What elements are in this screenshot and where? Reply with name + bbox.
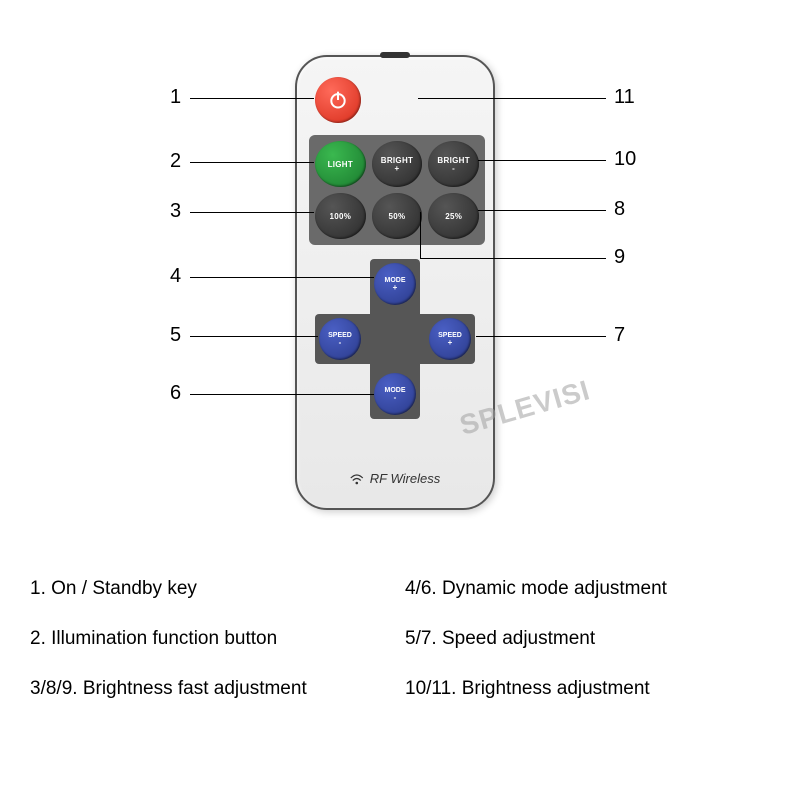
power-button [315,77,361,123]
speed-minus-button: SPEED - [319,318,361,360]
pct100-button: 100% [315,193,366,239]
line-4 [190,277,374,278]
wifi-icon [350,473,364,485]
remote-body: LIGHT BRIGHT + BRIGHT - 100% 50% 25% [295,55,495,510]
dpad: MODE + MODE - SPEED - SPEED + [315,259,475,419]
line-6 [190,394,374,395]
legend-item: 2. Illumination function button [30,628,395,650]
callout-8: 8 [614,198,625,221]
legend-item: 3/8/9. Brightness fast adjustment [30,678,395,700]
line-8 [478,210,606,211]
callout-7: 7 [614,324,625,347]
speed-plus-sub: + [448,339,453,347]
line-3 [190,212,314,213]
callout-4: 4 [170,265,181,288]
line-7 [476,336,606,337]
pct25-button: 25% [428,193,479,239]
pct50-label: 50% [389,212,406,221]
mode-minus-button: MODE - [374,373,416,415]
legend-item: 10/11. Brightness adjustment [405,678,770,700]
speed-minus-sub: - [339,339,342,347]
bright-minus-button: BRIGHT - [428,141,479,187]
callout-2: 2 [170,150,181,173]
legend-item: 1. On / Standby key [30,578,395,600]
callout-9: 9 [614,246,625,269]
callout-1: 1 [170,86,181,109]
callout-11: 11 [614,86,635,109]
bright-minus-sub: - [452,165,455,173]
pct25-label: 25% [445,212,462,221]
rf-wireless-label: RF Wireless [350,471,440,486]
light-button: LIGHT [315,141,366,187]
line-1 [190,98,314,99]
grid-panel: LIGHT BRIGHT + BRIGHT - 100% 50% 25% [309,135,485,245]
line-5 [190,336,318,337]
callout-6: 6 [170,382,181,405]
rf-text: RF Wireless [370,471,440,486]
light-label: LIGHT [328,160,354,169]
pct100-label: 100% [329,212,351,221]
power-icon [328,90,348,110]
mode-plus-button: MODE + [374,263,416,305]
bright-plus-button: BRIGHT + [372,141,423,187]
mode-plus-sub: + [393,284,398,292]
mode-minus-sub: - [394,394,397,402]
line-11 [418,98,606,99]
legend-item: 4/6. Dynamic mode adjustment [405,578,770,600]
line-2 [190,162,314,163]
callout-5: 5 [170,324,181,347]
speed-plus-button: SPEED + [429,318,471,360]
legend-item: 5/7. Speed adjustment [405,628,770,650]
callout-10: 10 [614,148,636,171]
bright-plus-sub: + [395,165,400,173]
diagram-area: LIGHT BRIGHT + BRIGHT - 100% 50% 25% [0,0,800,560]
pct50-button: 50% [372,193,423,239]
legend: 1. On / Standby key 4/6. Dynamic mode ad… [30,578,770,700]
callout-3: 3 [170,200,181,223]
line-9 [420,258,606,259]
line-9v [420,212,421,258]
line-10 [478,160,606,161]
